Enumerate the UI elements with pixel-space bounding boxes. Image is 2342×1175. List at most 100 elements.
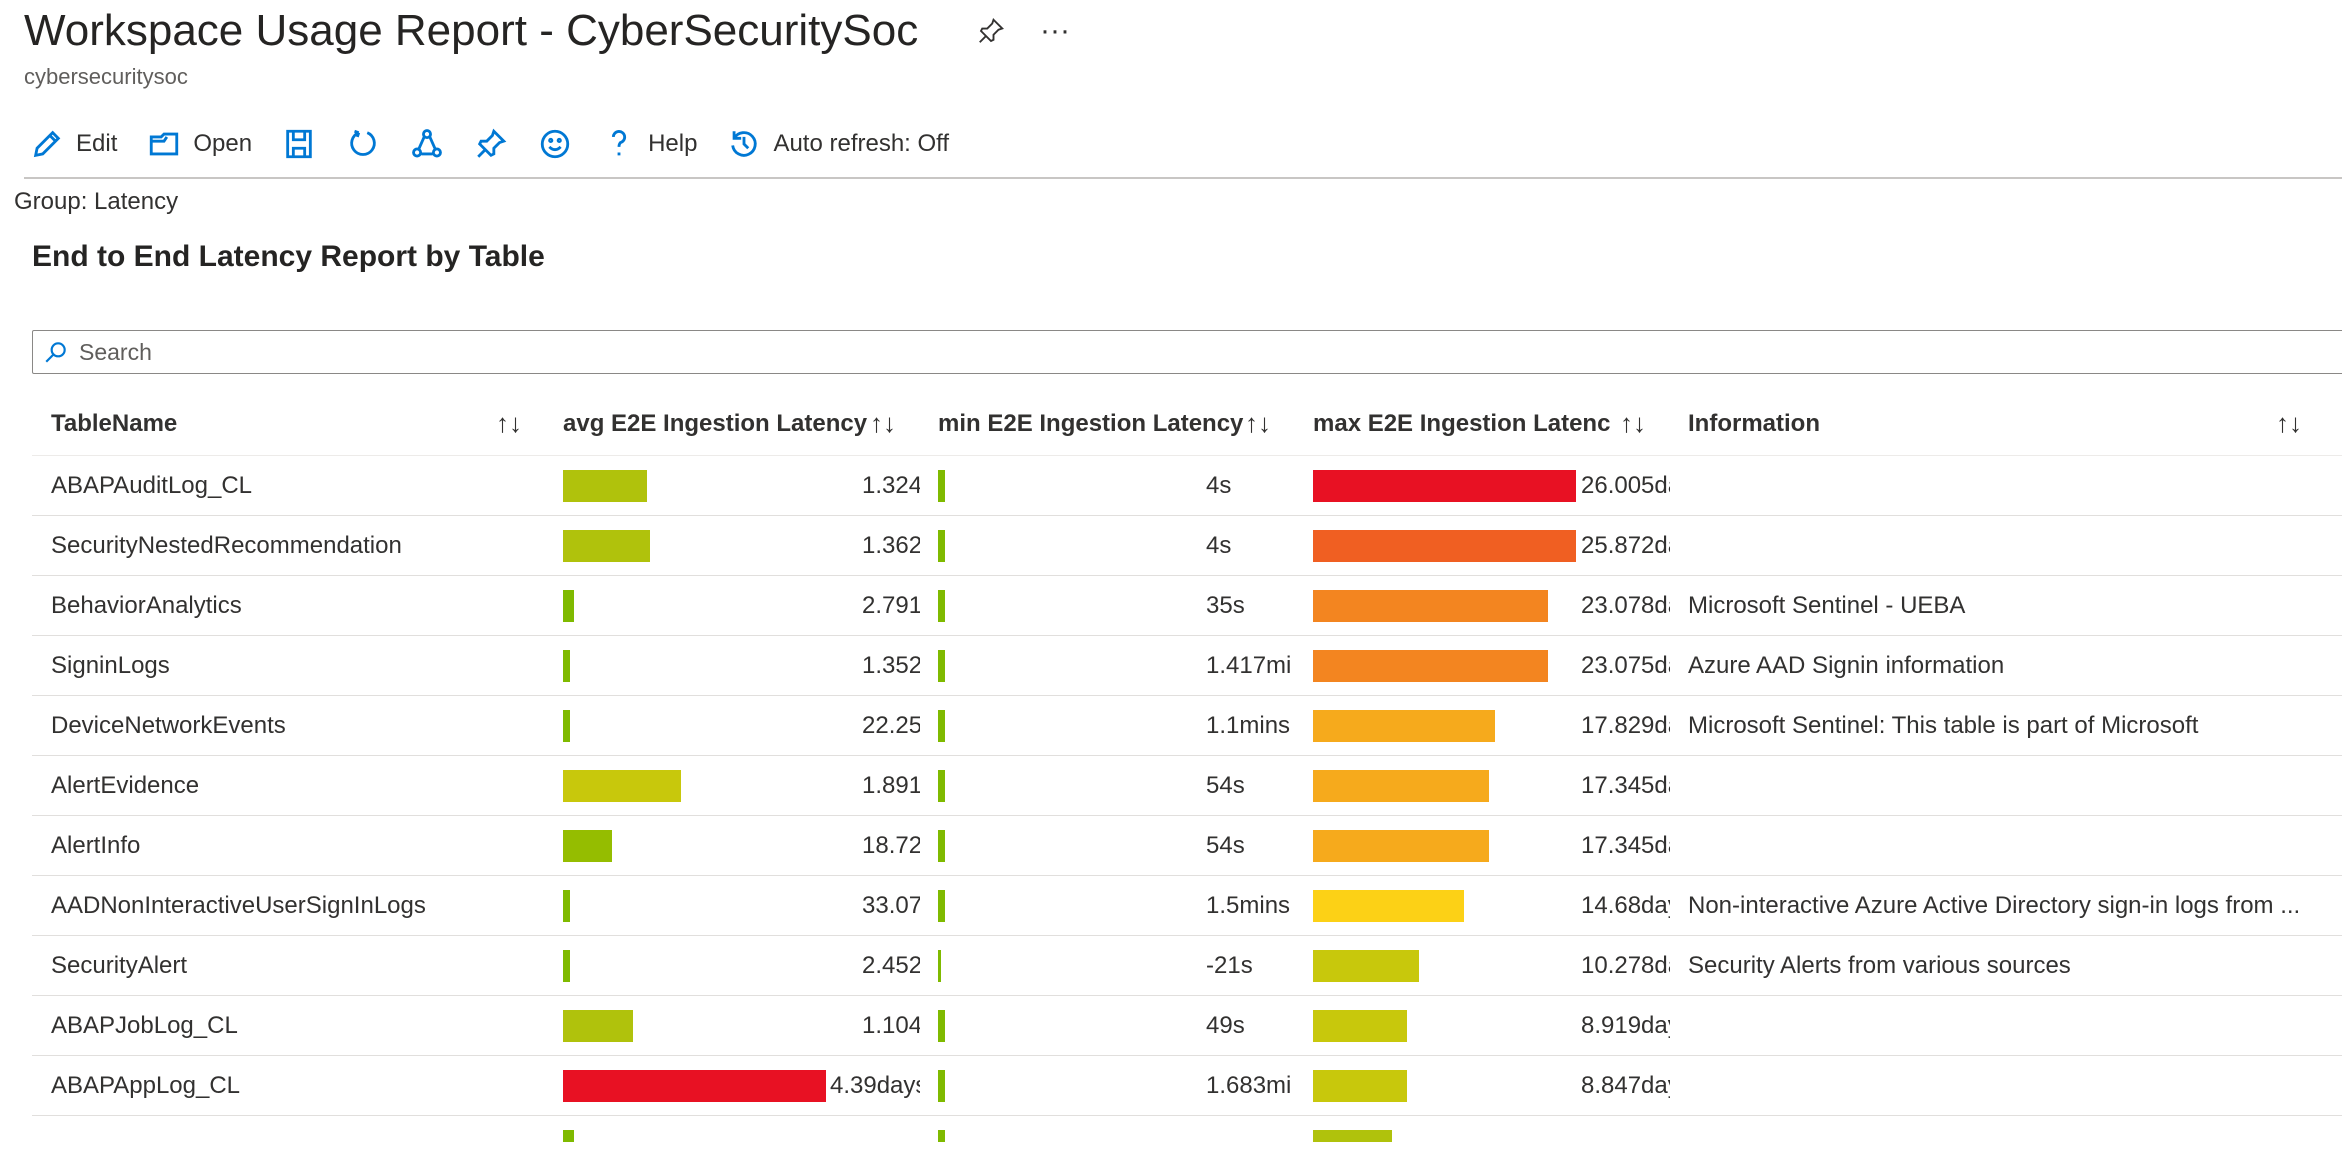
max-latency-value: 17.829da — [1581, 712, 1670, 739]
min-latency-bar — [938, 470, 945, 502]
avg-latency-bar — [563, 710, 570, 742]
max-latency-value: 10.278da — [1581, 952, 1670, 979]
table-name-cell: ABAPJobLog_CL — [51, 1012, 238, 1039]
max-latency-bar — [1313, 710, 1496, 742]
search-box[interactable] — [32, 330, 2342, 374]
avg-latency-bar — [563, 470, 647, 502]
pencil-icon — [33, 130, 61, 158]
sort-icon[interactable]: ↑↓ — [870, 408, 896, 438]
table-row[interactable]: BehaviorAnalytics 2.791hr 35s 23.078da M… — [32, 576, 2342, 636]
min-latency-bar — [938, 1010, 945, 1042]
avg-latency-value — [822, 1132, 920, 1142]
auto-refresh-button[interactable]: Auto refresh: Off — [727, 127, 949, 161]
table-row[interactable]: ABAPJobLog_CL 1.104day 49s 8.919day — [32, 996, 2342, 1056]
max-latency-value: 23.078da — [1581, 592, 1670, 619]
max-latency-bar — [1313, 650, 1548, 682]
table-row[interactable]: AlertEvidence 1.891day 54s 17.345da — [32, 756, 2342, 816]
max-latency-value: 26.005da — [1581, 472, 1670, 499]
more-options-button[interactable]: ··· — [1040, 14, 1070, 47]
open-label: Open — [193, 130, 253, 157]
table-header: TableName ↑↓ avg E2E Ingestion Latency ↑… — [32, 394, 2342, 456]
sort-icon[interactable]: ↑↓ — [1620, 408, 1646, 438]
save-button[interactable] — [282, 127, 316, 161]
information-cell: Azure AAD Signin information — [1688, 652, 2005, 679]
edit-button[interactable]: Edit — [30, 127, 117, 161]
share-icon — [412, 129, 442, 158]
open-button[interactable]: Open — [147, 127, 252, 161]
table-name-cell: SecurityNestedRecommendation — [51, 532, 402, 559]
table-row[interactable]: ABAPAppLog_CL 4.39days 1.683mi 8.847day — [32, 1056, 2342, 1116]
avg-latency-bar — [563, 530, 650, 562]
sort-icon[interactable]: ↑↓ — [1245, 408, 1271, 438]
table-row[interactable]: SigninLogs 1.352hr 1.417mi 23.075da Azur… — [32, 636, 2342, 696]
share-button[interactable] — [410, 127, 444, 161]
avg-latency-bar — [563, 1010, 634, 1042]
min-latency-bar — [938, 1130, 945, 1142]
table-name-cell: AADNonInteractiveUserSignInLogs — [51, 892, 426, 919]
min-latency-value: 1.417mi — [1206, 652, 1292, 679]
max-latency-bar — [1313, 1130, 1392, 1142]
toolbar-divider — [24, 177, 2342, 179]
column-header-information[interactable]: Information — [1688, 410, 1820, 437]
avg-latency-bar — [563, 650, 571, 682]
avg-latency-value: 22.259m — [862, 712, 920, 739]
search-icon — [45, 342, 66, 363]
pin-icon — [477, 128, 507, 158]
column-header-max-latency[interactable]: max E2E Ingestion Latenc — [1313, 410, 1611, 437]
avg-latency-value: 4.39days — [830, 1072, 920, 1099]
max-latency-bar — [1313, 1010, 1408, 1042]
table-row[interactable]: AlertInfo 18.729hr 54s 17.345da — [32, 816, 2342, 876]
max-latency-value: 17.345da — [1581, 832, 1670, 859]
table-name-cell: ABAPAuditLog_CL — [51, 472, 253, 499]
table-row[interactable]: ABAPAuditLog_CL 1.324day 4s 26.005da — [32, 456, 2342, 516]
max-latency-bar — [1313, 830, 1490, 862]
feedback-button[interactable] — [538, 127, 572, 161]
column-header-min-latency[interactable]: min E2E Ingestion Latency — [938, 410, 1244, 437]
min-latency-value: 4s — [1206, 472, 1232, 499]
sort-icon[interactable]: ↑↓ — [496, 408, 522, 438]
column-header-avg-latency[interactable]: avg E2E Ingestion Latency — [563, 410, 868, 437]
max-latency-bar — [1313, 950, 1419, 982]
max-latency-bar — [1313, 530, 1576, 562]
max-latency-bar — [1313, 470, 1576, 502]
group-label: Group: Latency — [14, 188, 179, 215]
min-latency-bar — [938, 830, 945, 862]
information-cell: Microsoft Sentinel: This table is part o… — [1688, 712, 2199, 739]
table-name-cell: DeviceNetworkEvents — [51, 712, 286, 739]
min-latency-value: 54s — [1206, 772, 1245, 799]
table-row[interactable]: SecurityNestedRecommendation 1.362day 4s… — [32, 516, 2342, 576]
min-latency-value: -21s — [1206, 952, 1253, 979]
table-row[interactable]: AADNonInteractiveUserSignInLogs 33.074m … — [32, 876, 2342, 936]
table-name-cell: BehaviorAnalytics — [51, 592, 242, 619]
min-latency-bar — [938, 950, 941, 982]
avg-latency-value: 33.074m — [862, 892, 920, 919]
avg-latency-bar — [563, 1130, 574, 1142]
column-header-tablename[interactable]: TableName — [51, 410, 178, 437]
max-latency-bar — [1313, 1070, 1408, 1102]
latency-table: TableName ↑↓ avg E2E Ingestion Latency ↑… — [32, 394, 2342, 1142]
min-latency-bar — [938, 770, 945, 802]
refresh-button[interactable] — [346, 127, 380, 161]
pin-icon[interactable] — [976, 16, 1006, 54]
table-name-cell: ABAPAppLog_CL — [51, 1072, 241, 1099]
table-row[interactable]: SecurityAlert 2.452mi -21s 10.278da Secu… — [32, 936, 2342, 996]
table-name-cell: AlertInfo — [51, 832, 141, 859]
search-input[interactable] — [79, 338, 2342, 366]
toolbar: Edit Open Help Auto refresh: Off — [30, 122, 979, 166]
smiley-icon — [540, 129, 570, 159]
folder-icon — [150, 132, 179, 156]
sort-icon[interactable]: ↑↓ — [2276, 408, 2302, 438]
avg-latency-value: 1.352hr — [862, 652, 920, 679]
avg-latency-bar — [563, 590, 574, 622]
table-row[interactable]: DeviceNetworkEvents 22.259m 1.1mins 17.8… — [32, 696, 2342, 756]
min-latency-value: 4s — [1206, 532, 1232, 559]
table-row[interactable] — [32, 1116, 2342, 1142]
min-latency-value: 1.1mins — [1206, 712, 1291, 739]
pin-button[interactable] — [474, 127, 508, 161]
information-cell: Non-interactive Azure Active Directory s… — [1688, 892, 2301, 919]
min-latency-value: 1.5mins — [1206, 892, 1291, 919]
page-title: Workspace Usage Report - CyberSecuritySo… — [24, 6, 919, 55]
min-latency-value: 35s — [1206, 592, 1245, 619]
help-button[interactable]: Help — [602, 127, 697, 161]
auto-refresh-label: Auto refresh: Off — [773, 130, 950, 157]
